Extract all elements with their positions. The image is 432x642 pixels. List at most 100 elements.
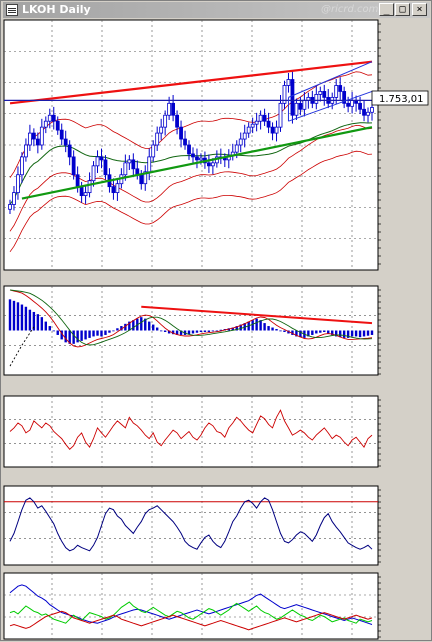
candle-body (91, 165, 96, 182)
macd-histogram-bar (88, 330, 91, 338)
macd-histogram-bar (179, 330, 183, 335)
macd-histogram-bar (92, 330, 95, 337)
candle-body (24, 144, 28, 158)
candle-body (250, 123, 255, 128)
macd-histogram-bar (48, 326, 51, 331)
candle-body (55, 120, 60, 131)
macd-histogram-bar (16, 302, 20, 331)
macd-histogram-bar (84, 330, 87, 340)
macd-histogram-bar (148, 321, 151, 331)
candle-body (163, 114, 168, 128)
candle-body (366, 111, 370, 116)
candle-body (83, 192, 88, 196)
macd-trendline (141, 305, 373, 325)
candle-body (274, 126, 279, 134)
candle-body (242, 132, 247, 140)
candle-body (318, 91, 323, 95)
macd-histogram-bar (191, 330, 195, 334)
macd-histogram-bar (211, 330, 215, 332)
channel-bottom-line (288, 90, 373, 122)
candle-body (35, 138, 40, 146)
macd-histogram-bar (251, 320, 254, 331)
watermark-text: @ricrd.com (321, 4, 379, 15)
candle-body (63, 138, 68, 146)
macd-signal-line (9, 289, 373, 346)
macd-histogram-bar (152, 324, 155, 331)
candle-body (322, 91, 327, 98)
macd-histogram-bar (76, 330, 79, 343)
candle-body (358, 102, 362, 110)
macd-histogram-bar (32, 311, 36, 331)
candle-body (39, 126, 44, 146)
candle-body (147, 156, 152, 173)
pane-frame (3, 572, 379, 640)
close-button[interactable]: × (412, 3, 427, 16)
candle-body (179, 126, 183, 140)
macd-histogram-bar (100, 330, 103, 337)
candle-body (338, 85, 343, 92)
envelope-lower-line (9, 150, 373, 253)
candle-body (87, 180, 92, 194)
macd-histogram-bar (279, 330, 282, 332)
candle-body (151, 144, 156, 158)
candle-body (115, 183, 120, 194)
macd-histogram-bar (8, 299, 12, 331)
candle-body (350, 99, 355, 107)
candle-body (16, 174, 20, 194)
candle-body (346, 102, 351, 107)
macd-histogram-bar (259, 320, 262, 331)
macd-histogram-bar (203, 330, 207, 332)
candle-body (31, 132, 36, 140)
macd-histogram-bar (334, 330, 338, 337)
dmi-series-line-2 (9, 601, 373, 624)
candle-body (95, 156, 100, 167)
candle-body (246, 126, 251, 134)
macd-histogram-bar (311, 330, 314, 335)
macd-histogram-bar (358, 330, 362, 338)
candle-body (111, 186, 116, 194)
maximize-button[interactable]: □ (395, 3, 410, 16)
macd-histogram-bar (60, 330, 63, 340)
macd-histogram-bar (219, 329, 223, 331)
upper-trendline (9, 60, 373, 105)
macd-histogram-bar (52, 330, 55, 332)
macd-histogram-bar (327, 330, 330, 334)
pane-frame (3, 395, 379, 468)
channel-top-line (288, 61, 373, 98)
macd-histogram-bar (56, 330, 59, 335)
candle-body (143, 171, 148, 185)
candle-body (298, 102, 303, 110)
macd-histogram-bar (128, 321, 131, 331)
candle-body (171, 102, 175, 116)
candle-body (67, 144, 72, 158)
candle-body (167, 102, 172, 116)
macd-histogram-bar (338, 330, 342, 338)
macd-histogram-bar (307, 330, 310, 337)
candle-body (314, 94, 319, 104)
candle-body (71, 156, 76, 176)
candle-body (342, 91, 347, 104)
candle-body (286, 79, 291, 86)
candle-body (207, 162, 211, 167)
bollinger-lower-line (9, 124, 373, 232)
macd-histogram-bar (187, 330, 191, 335)
chart-window-icon[interactable] (6, 4, 18, 16)
candle-body (187, 144, 191, 155)
window-title: LKOH Daily (22, 3, 91, 16)
last-price-label-box (371, 90, 429, 106)
candle-body (362, 108, 366, 116)
macd-histogram-bar (370, 330, 374, 335)
minimize-button[interactable]: _ (379, 3, 394, 16)
title-bar[interactable]: LKOH Daily @ricrd.com _ □ × (3, 2, 430, 18)
dmi-series-line-3 (9, 610, 373, 631)
candle-body (51, 114, 56, 122)
candle-body (234, 144, 239, 153)
macd-histogram-bar (319, 330, 322, 333)
candle-body (175, 114, 179, 128)
macd-histogram-bar (159, 330, 163, 332)
macd-histogram-bar (295, 330, 298, 337)
candle-body (123, 162, 128, 176)
macd-histogram-bar (104, 330, 107, 335)
candle-body (195, 156, 199, 161)
